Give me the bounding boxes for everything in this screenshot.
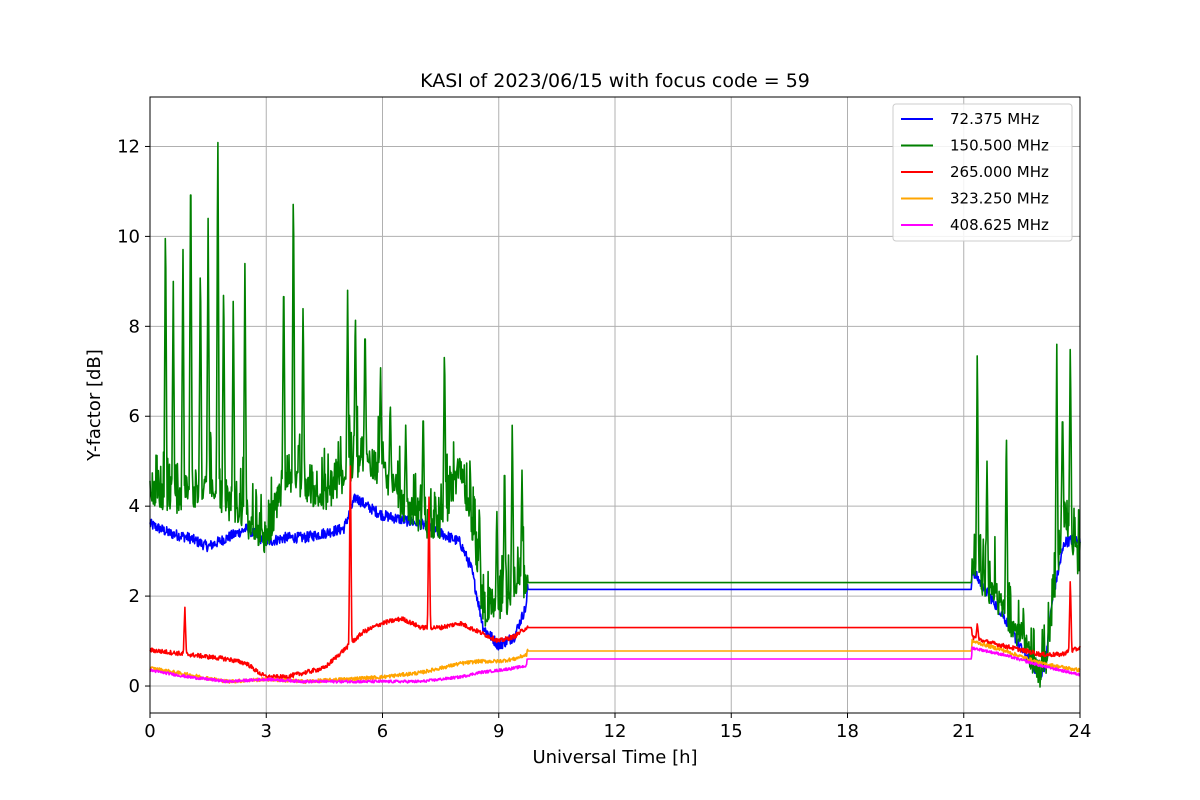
series-line [149, 646, 1081, 684]
y-tick-label: 10 [117, 226, 140, 247]
x-tick-label: 18 [836, 721, 859, 742]
x-tick-label: 12 [604, 721, 627, 742]
x-tick-label: 9 [493, 721, 504, 742]
y-tick-label: 8 [129, 316, 140, 337]
legend-box [892, 103, 1073, 242]
x-tick-label: 0 [144, 721, 155, 742]
y-tick-label: 4 [129, 496, 140, 517]
y-tick-label: 12 [117, 136, 140, 157]
legend-entry-label: 408.625 MHz [950, 216, 1049, 234]
legend-entry-label: 323.250 MHz [950, 190, 1049, 208]
y-tick-label: 0 [129, 676, 140, 697]
x-tick-label: 24 [1069, 721, 1092, 742]
x-tick-label: 21 [952, 721, 975, 742]
legend-entry-label: 150.500 MHz [950, 137, 1049, 155]
series-line [149, 465, 1081, 680]
series-line [149, 493, 1081, 681]
x-tick-label: 6 [377, 721, 388, 742]
x-axis-label: Universal Time [h] [532, 747, 697, 768]
x-tick-label: 15 [720, 721, 743, 742]
legend-entry-label: 72.375 MHz [950, 110, 1039, 128]
legend-entry-label: 265.000 MHz [950, 163, 1049, 181]
y-tick-label: 2 [129, 586, 140, 607]
chart-title: KASI of 2023/06/15 with focus code = 59 [420, 70, 810, 92]
y-tick-label: 6 [129, 406, 140, 427]
series-line [149, 141, 1081, 688]
legend: 72.375 MHz 150.500 MHz 265.000 MHz 323.250 … [892, 103, 1073, 242]
x-tick-label: 3 [261, 721, 272, 742]
series-lines [149, 141, 1081, 688]
y-axis-label: Y-factor [dB] [84, 349, 105, 462]
